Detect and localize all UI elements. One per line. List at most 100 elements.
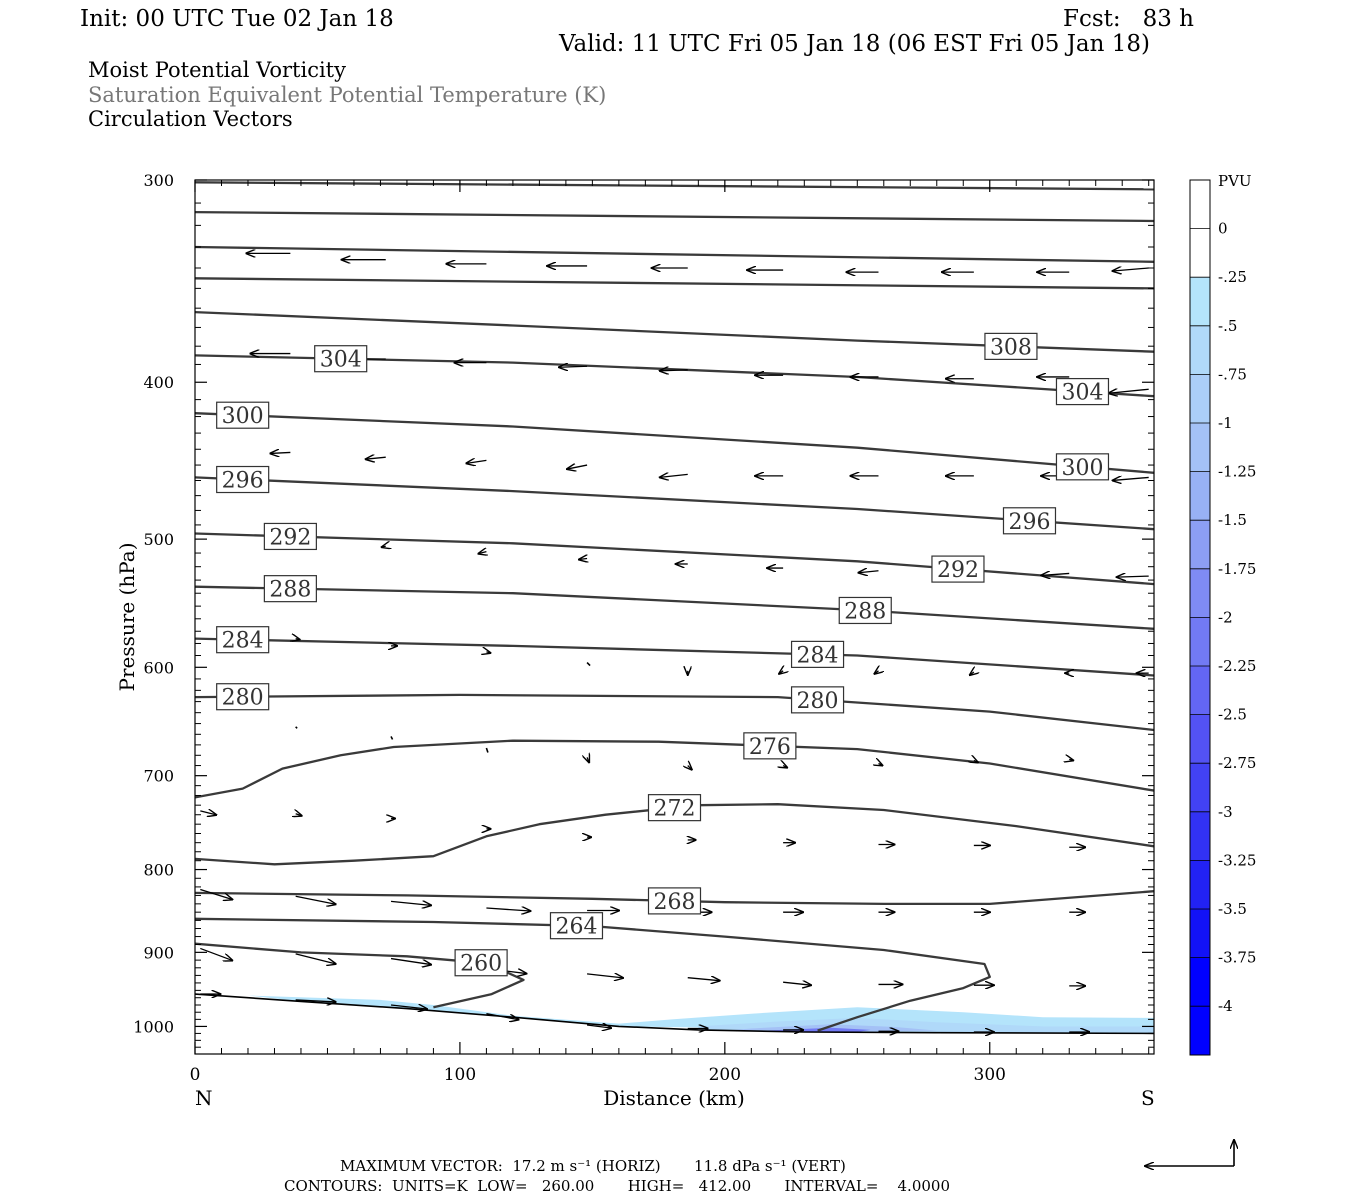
contour-label-box-272 [647, 794, 702, 822]
circulation-vector-35 [858, 571, 879, 573]
circulation-vector-84 [783, 982, 811, 985]
contour-label-296: 296 [1008, 510, 1050, 535]
colorbar-swatch-5 [1190, 423, 1210, 472]
colorbar-swatch-16 [1190, 957, 1210, 1007]
circulation-vector-44 [779, 671, 783, 674]
circulation-vector-83 [687, 978, 720, 981]
circulation-vector-89 [295, 1000, 336, 1002]
circulation-vector-90 [390, 1005, 427, 1009]
contours-note: CONTOURS: UNITS=K LOW= 260.00 HIGH= 412.… [284, 1177, 950, 1195]
colorbar-swatch-11 [1190, 714, 1210, 764]
colorbar-swatch-4 [1190, 374, 1210, 423]
x-axis-right-end-label: S [1141, 1086, 1155, 1110]
circulation-vector-70 [390, 901, 431, 905]
colorbar-label-5: -1.25 [1218, 463, 1256, 481]
colorbar-swatch-6 [1190, 471, 1210, 521]
x-tick-label-100: 100 [444, 1065, 476, 1085]
contour-label-box-280 [790, 686, 845, 714]
contour-label-296: 296 [222, 469, 264, 494]
plot-frame [194, 179, 1155, 1055]
contour-label-280: 280 [222, 686, 264, 711]
pv-shading-layer [248, 995, 1154, 1034]
y-tick-label-700: 700 [143, 767, 174, 786]
axis-ticks: 300 400 500 600 700 800 900 1000 0 100 200 300 [133, 171, 1154, 1085]
contour-label-box-276 [743, 732, 797, 760]
circulation-vector-46 [970, 672, 974, 675]
circulation-vector-9 [1113, 268, 1149, 271]
colorbar-label-1: -.25 [1218, 268, 1247, 286]
circulation-vector-21 [366, 457, 386, 459]
contour-label-280: 280 [797, 689, 839, 714]
contour-label-box-284 [790, 640, 845, 668]
x-axis-title: Distance (km) [603, 1086, 745, 1110]
circulation-vector-41 [486, 652, 490, 653]
init-label: Init: 00 UTC Tue 02 Jan 18 [80, 6, 394, 32]
contour-label-box-304 [1055, 377, 1110, 406]
colorbar-swatch-13 [1190, 811, 1210, 861]
contour-label-box-296 [1002, 507, 1057, 535]
contour-label-box-288 [263, 575, 317, 603]
contour-labels: 3083043043003002962962922922882882842842… [216, 332, 1110, 977]
contour-label-box-264 [549, 912, 604, 940]
y-tick-label-1000: 1000 [133, 1017, 174, 1036]
y-tick-label-500: 500 [143, 530, 174, 549]
field-title-vectors: Circulation Vectors [88, 107, 293, 131]
x-tick-label-300: 300 [974, 1065, 1006, 1085]
circulation-vector-51 [485, 747, 489, 753]
x-tick-label-0: 0 [190, 1065, 201, 1085]
y-tick-label-900: 900 [143, 943, 174, 962]
contour-label-box-260 [454, 949, 508, 977]
circulation-vector-39 [296, 639, 300, 640]
contour-label-308: 308 [990, 335, 1032, 360]
colorbar-label-4: -1 [1218, 414, 1233, 432]
y-tick-label-300: 300 [143, 171, 174, 190]
y-axis-title: Pressure (hPa) [115, 543, 139, 692]
colorbar-swatch-0 [1190, 180, 1210, 229]
circulation-vector-20 [270, 452, 291, 453]
colorbar-title: PVU [1218, 172, 1252, 190]
circulation-vector-57 [1069, 759, 1073, 760]
colorbar-label-6: -1.5 [1218, 511, 1247, 529]
circulation-vector-82 [587, 974, 623, 978]
valid-time-label: Valid: 11 UTC Fri 05 Jan 18 (06 EST Fri … [558, 31, 1150, 57]
circulation-vector-31 [478, 552, 486, 554]
circulation-vector-91 [486, 1013, 518, 1020]
colorbar-label-13: -3.25 [1218, 851, 1256, 869]
colorbar-swatch-7 [1190, 520, 1210, 569]
circulation-vector-58 [200, 811, 216, 815]
contour-label-288: 288 [269, 578, 311, 603]
maximum-vector-note: MAXIMUM VECTOR: 17.2 m s⁻¹ (HORIZ) 11.8 … [340, 1157, 846, 1175]
colorbar-label-7: -1.75 [1218, 560, 1256, 578]
colorbar-label-16: -4 [1218, 997, 1233, 1015]
colorbar-label-14: -3.5 [1218, 900, 1247, 918]
circulation-vector-56 [974, 760, 978, 762]
theta-contour-300-7 [195, 412, 1154, 474]
colorbar-swatch-3 [1190, 325, 1210, 375]
theta-contour-292-11 [195, 532, 1154, 586]
colorbar-swatch-9 [1190, 617, 1210, 666]
contour-label-box-292 [263, 522, 317, 551]
circulation-vector-50 [390, 736, 394, 740]
contour-label-300: 300 [222, 404, 264, 429]
theta-contour-268-21 [195, 890, 1154, 906]
theta-contour-unlabeled-0 [195, 181, 1154, 191]
theta-contour-284-15 [195, 637, 1154, 677]
circulation-vector-30 [382, 546, 386, 547]
circulation-vector-45 [874, 671, 878, 674]
colorbar-swatch-14 [1190, 860, 1210, 909]
contour-label-box-292 [931, 555, 985, 583]
forecast-hour-label: Fcst: 83 h [1063, 6, 1194, 32]
colorbar-label-15: -3.75 [1218, 949, 1256, 967]
colorbar-swatch-17 [1190, 1006, 1210, 1055]
colorbar-swatch-12 [1190, 763, 1210, 812]
theta-contour-288-13 [195, 585, 1154, 630]
colorbar-swatch-2 [1190, 277, 1210, 326]
circulation-vector-13 [559, 366, 588, 367]
circulation-vector-19 [1109, 389, 1149, 393]
contour-label-264: 264 [555, 915, 597, 940]
contour-label-284: 284 [797, 643, 839, 668]
colorbar-swatch-15 [1190, 909, 1210, 958]
contour-label-288: 288 [844, 599, 886, 624]
y-tick-label-800: 800 [143, 861, 174, 880]
